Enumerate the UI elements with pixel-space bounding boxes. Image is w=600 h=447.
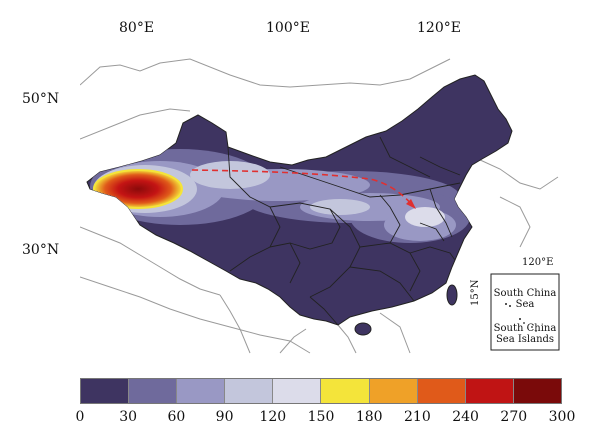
taiwan-island [446,284,458,306]
intensity-field [90,149,470,243]
legend-swatch [81,379,130,403]
inset-lat-label: 15°N [470,279,481,306]
legend-swatch [129,379,178,403]
legend-tick-label: 270 [500,409,528,425]
legend-tick-label: 120 [259,409,287,425]
inset-lon-label: 120°E [522,257,554,268]
legend-tick-label: 60 [167,409,186,425]
legend-tick-label: 150 [307,409,335,425]
legend-tick-label: 240 [452,409,479,425]
legend-swatch [417,379,466,403]
hainan-island [354,322,372,336]
province-boundaries [227,136,461,325]
legend-tick-label: 300 [548,409,576,425]
map-panel [80,58,560,354]
legend-tick-label: 0 [75,409,85,425]
neighbor-borders [80,58,559,354]
transport-arrowhead [406,199,416,209]
legend-swatch [369,379,418,403]
inset-box [490,273,560,351]
inset-islands [505,303,537,332]
hotspot-taklimakan [93,169,183,209]
legend-swatch [177,379,226,403]
legend-swatch [321,379,370,403]
legend-swatch [465,379,514,403]
inset-islands-label: South China Sea Islands [493,323,557,345]
color-legend [80,378,562,404]
legend-swatch [513,379,561,403]
lat-label-30n: 30°N [22,242,60,258]
lon-label-120e: 120°E [417,20,461,36]
legend-tick-label: 180 [355,409,383,425]
lat-label-50n: 50°N [22,91,60,107]
lon-label-80e: 80°E [119,20,155,36]
legend-swatch [273,379,322,403]
legend-tick-label: 90 [215,409,234,425]
legend-swatch [225,379,274,403]
lon-label-100e: 100°E [266,20,310,36]
legend-tick-label: 30 [119,409,138,425]
legend-tick-label: 210 [404,409,431,425]
inset-sea-label: South China Sea [493,288,557,310]
